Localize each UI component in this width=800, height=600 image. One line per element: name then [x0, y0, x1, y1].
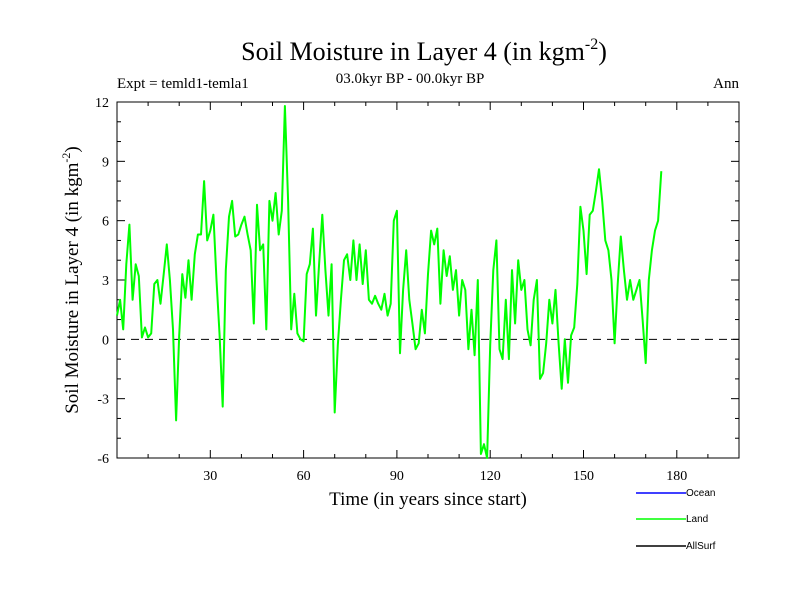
chart-subtitle: 03.0kyr BP - 00.0kyr BP	[336, 71, 485, 87]
y-tick-label: 3	[102, 274, 109, 289]
y-tick-label: 6	[102, 215, 109, 230]
y-axis-label: Soil Moisture in Layer 4 (in kgm-2)	[59, 146, 83, 414]
x-tick-label: 180	[666, 469, 687, 484]
y-axis: -6 -3 0 3 6 9 12	[95, 96, 739, 467]
x-axis: 30 60 90 120 150 180	[147, 102, 709, 484]
x-tick-label: 150	[573, 469, 594, 484]
x-axis-label: Time (in years since start)	[329, 489, 527, 510]
y-tick-label: 12	[95, 96, 109, 111]
legend-label-ocean: Ocean	[686, 488, 715, 499]
legend-label-land: Land	[686, 514, 708, 525]
x-tick-label: 120	[480, 469, 501, 484]
chart-title: Soil Moisture in Layer 4 (in kgm-2)	[241, 36, 607, 66]
season-label: Ann	[713, 76, 739, 92]
y-tick-label: -3	[97, 393, 109, 408]
y-tick-label: -6	[97, 452, 109, 467]
series-layer	[116, 105, 663, 459]
x-tick-label: 90	[390, 469, 404, 484]
x-tick-label: 60	[297, 469, 311, 484]
y-tick-label: 0	[102, 333, 109, 348]
x-tick-label: 30	[203, 469, 217, 484]
series-line-land	[116, 105, 663, 459]
y-tick-label: 9	[102, 155, 109, 170]
legend-label-allsurf: AllSurf	[686, 541, 716, 552]
legend: Ocean Land AllSurf	[636, 488, 716, 552]
expt-label: Expt = temld1-temla1	[117, 76, 249, 92]
